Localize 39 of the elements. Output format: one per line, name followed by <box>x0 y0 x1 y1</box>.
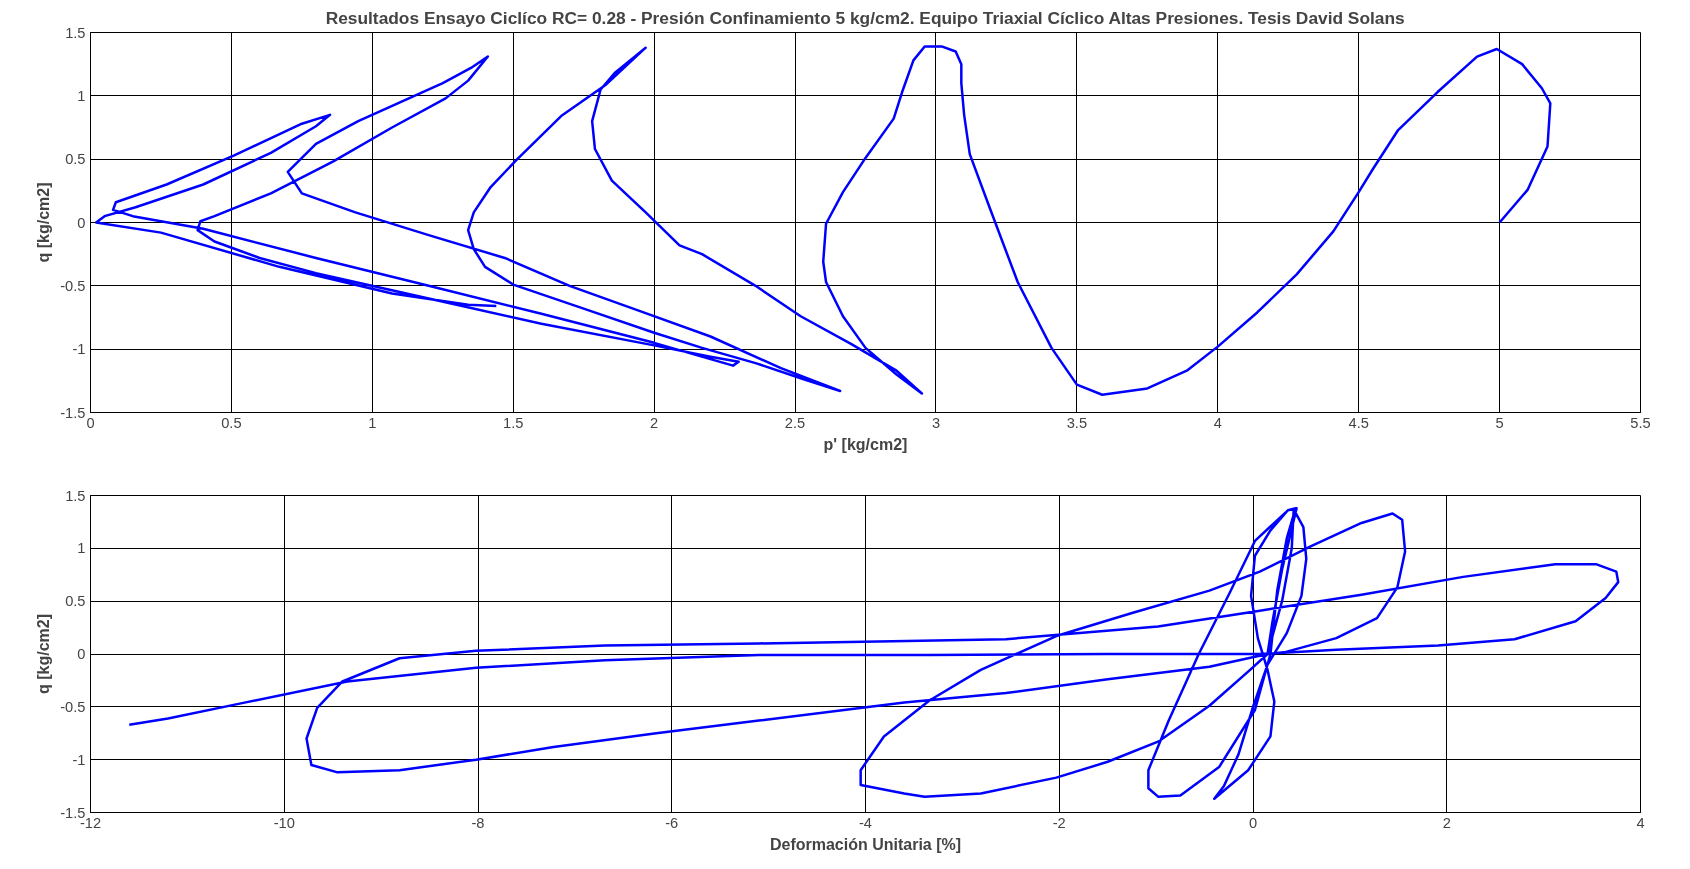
x-tick-label: 2.5 <box>784 414 806 431</box>
x-tick-label: 5.5 <box>1630 414 1651 431</box>
x-tick-label: 4.5 <box>1348 414 1369 431</box>
y-tick-label: -1.5 <box>60 404 86 421</box>
x-tick-label: -10 <box>273 814 295 831</box>
line-series <box>128 506 1620 801</box>
y-tick-label: 1.5 <box>65 487 86 504</box>
y-tick-label: 0 <box>77 646 86 662</box>
x-tick-label: -2 <box>1052 814 1066 831</box>
x-tick-label: 0 <box>1248 814 1258 831</box>
x-tick-label: 2 <box>650 414 659 431</box>
x-tick-label: -4 <box>858 814 873 831</box>
y-tick-label: -0.5 <box>60 277 86 294</box>
x-tick-label: 2 <box>1442 814 1451 831</box>
x-tick-label: 1 <box>368 414 377 431</box>
y-tick-label: 1.5 <box>65 24 86 41</box>
x-tick-label: 3.5 <box>1066 414 1088 431</box>
x-tick-label: 5 <box>1495 414 1504 431</box>
x-tick-label: 3 <box>931 414 941 431</box>
y-axis-title: q [kg/cm2] <box>35 613 53 695</box>
y-tick-label: 0.5 <box>65 593 86 610</box>
x-tick-label: 4 <box>1636 814 1645 831</box>
x-tick-label: -8 <box>471 814 485 831</box>
y-tick-label: -1 <box>72 751 86 768</box>
x-tick-label: -6 <box>665 814 679 831</box>
y-tick-label: -0.5 <box>60 698 86 715</box>
x-tick-label: 1.5 <box>503 414 524 431</box>
y-tick-label: -1 <box>72 341 86 358</box>
line-series <box>94 45 1552 397</box>
y-tick-label: 1 <box>77 540 86 557</box>
x-tick-label: 4 <box>1213 414 1222 431</box>
y-tick-label: 1 <box>77 87 86 104</box>
x-axis-title: Deformación Unitaria [%] <box>769 835 962 853</box>
y-tick-label: 0.5 <box>65 151 86 168</box>
x-tick-label: 0.5 <box>221 414 242 431</box>
y-tick-label: 0 <box>77 214 86 231</box>
y-axis-title: q [kg/cm2] <box>35 182 53 263</box>
chart-title: Resultados Ensayo Ciclíco RC= 0.28 - Presión Confinamiento 5 kg/cm2. Equipo Triaxial Cíclico Altas Presiones. Tesis David Solans <box>325 7 1405 28</box>
x-axis-title: p' [kg/cm2] <box>823 435 908 453</box>
